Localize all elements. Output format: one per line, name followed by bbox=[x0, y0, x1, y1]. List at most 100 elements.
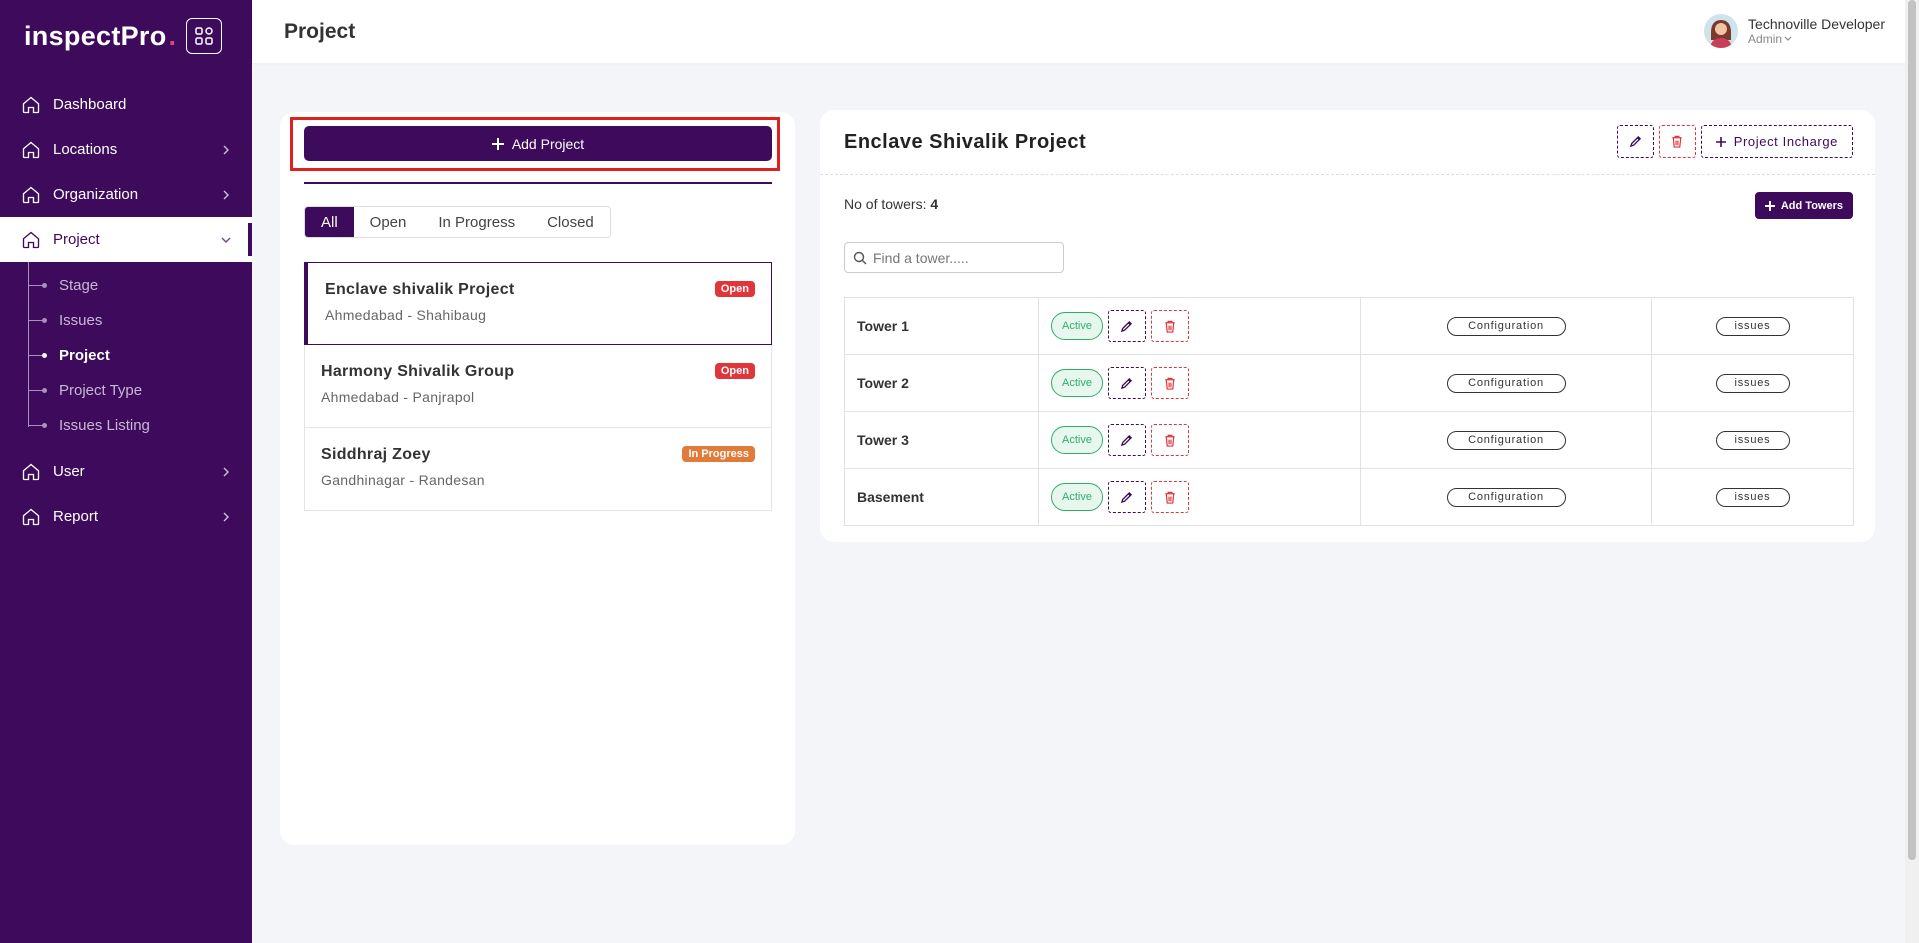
add-project-label: Add Project bbox=[511, 135, 585, 152]
delete-project-button[interactable] bbox=[1658, 125, 1696, 158]
submenu-item-stage[interactable]: Stage bbox=[0, 268, 252, 303]
configuration-button[interactable]: Configuration bbox=[1446, 317, 1566, 336]
edit-tower-button[interactable] bbox=[1107, 424, 1146, 456]
sidebar-item-dashboard[interactable]: Dashboard bbox=[0, 82, 252, 127]
towers-count-value: 4 bbox=[930, 196, 939, 212]
sidebar-item-label: Organization bbox=[53, 186, 139, 203]
tower-search-input[interactable] bbox=[873, 249, 1053, 266]
project-list-item[interactable]: Siddhraj Zoey Gandhinagar - Randesan In … bbox=[304, 428, 772, 511]
issues-cell: issues bbox=[1651, 411, 1854, 469]
edit-project-button[interactable] bbox=[1616, 125, 1654, 158]
submenu-item-issues-listing[interactable]: Issues Listing bbox=[0, 408, 252, 443]
tower-actions-cell: Active bbox=[1038, 411, 1361, 469]
filter-tab-open[interactable]: Open bbox=[353, 207, 423, 237]
sidebar-item-locations[interactable]: Locations bbox=[0, 127, 252, 172]
project-name: Siddhraj Zoey bbox=[321, 446, 431, 463]
delete-tower-button[interactable] bbox=[1150, 367, 1189, 399]
configuration-cell: Configuration bbox=[1360, 354, 1652, 412]
issues-cell: issues bbox=[1651, 468, 1854, 526]
home-icon bbox=[20, 139, 42, 161]
divider bbox=[304, 182, 772, 184]
page-title: Project bbox=[284, 19, 356, 43]
user-role: Admin bbox=[1748, 32, 1885, 46]
scrollbar-thumb[interactable] bbox=[1908, 0, 1916, 860]
home-icon bbox=[20, 506, 42, 528]
chevron-right-icon bbox=[220, 189, 232, 201]
sidebar-item-report[interactable]: Report bbox=[0, 494, 252, 539]
chevron-right-icon bbox=[220, 466, 232, 478]
user-menu[interactable]: Technoville Developer Admin bbox=[1704, 14, 1885, 48]
status-badge: Active bbox=[1051, 369, 1103, 397]
project-list-item[interactable]: Enclave shivalik Project Ahmedabad - Sha… bbox=[304, 262, 772, 345]
submenu-item-project-type[interactable]: Project Type bbox=[0, 373, 252, 408]
pencil-icon bbox=[1629, 135, 1641, 148]
status-badge: Active bbox=[1051, 426, 1103, 454]
tower-actions-cell: Active bbox=[1038, 354, 1361, 412]
tower-search bbox=[844, 242, 1064, 273]
trash-icon bbox=[1165, 491, 1175, 504]
filter-tab-all[interactable]: All bbox=[305, 207, 354, 237]
table-row: Tower 2 Active Configuration issues bbox=[844, 354, 1854, 412]
page-scrollbar[interactable] bbox=[1905, 0, 1919, 943]
edit-tower-button[interactable] bbox=[1107, 481, 1146, 513]
sidebar-item-label: User bbox=[53, 463, 85, 480]
project-detail-title: Enclave Shivalik Project bbox=[844, 130, 1087, 153]
tower-actions-cell: Active bbox=[1038, 297, 1361, 355]
bullet-dot bbox=[42, 353, 47, 358]
towers-count: No of towers: 4 bbox=[844, 196, 938, 212]
edit-tower-button[interactable] bbox=[1107, 310, 1146, 342]
project-name: Harmony Shivalik Group bbox=[321, 363, 515, 380]
home-icon bbox=[20, 461, 42, 483]
delete-tower-button[interactable] bbox=[1150, 310, 1189, 342]
chevron-right-icon bbox=[220, 144, 232, 156]
pencil-icon bbox=[1121, 434, 1133, 446]
project-list-item[interactable]: Harmony Shivalik Group Ahmedabad - Panjr… bbox=[304, 345, 772, 428]
sidebar-item-label: Dashboard bbox=[53, 96, 127, 113]
status-badge: Open bbox=[714, 281, 755, 297]
issues-button[interactable]: issues bbox=[1715, 431, 1790, 450]
sidebar-item-user[interactable]: User bbox=[0, 449, 252, 494]
project-detail-panel: Enclave Shivalik Project Project Incharg… bbox=[820, 110, 1875, 542]
issues-button[interactable]: issues bbox=[1715, 488, 1790, 507]
configuration-button[interactable]: Configuration bbox=[1446, 431, 1566, 450]
issues-button[interactable]: issues bbox=[1715, 374, 1790, 393]
trash-icon bbox=[1672, 135, 1682, 148]
sidebar-item-organization[interactable]: Organization bbox=[0, 172, 252, 217]
sidebar-item-project[interactable]: Project bbox=[0, 217, 252, 262]
apps-grid-icon[interactable] bbox=[186, 18, 223, 54]
pencil-icon bbox=[1121, 320, 1133, 332]
chevron-down-icon bbox=[1784, 36, 1792, 41]
project-list: Enclave shivalik Project Ahmedabad - Sha… bbox=[304, 262, 772, 511]
delete-tower-button[interactable] bbox=[1150, 481, 1189, 513]
sidebar: inspectPro . Dashboard Locations bbox=[0, 0, 252, 943]
add-project-button[interactable]: Add Project bbox=[304, 126, 772, 161]
tower-name: Tower 1 bbox=[844, 297, 1039, 355]
submenu-item-issues[interactable]: Issues bbox=[0, 303, 252, 338]
issues-button[interactable]: issues bbox=[1715, 317, 1790, 336]
pencil-icon bbox=[1121, 491, 1133, 503]
configuration-button[interactable]: Configuration bbox=[1446, 374, 1566, 393]
plus-icon bbox=[491, 137, 504, 150]
project-submenu: Stage Issues Project Project Type Issues… bbox=[0, 262, 252, 449]
configuration-button[interactable]: Configuration bbox=[1446, 488, 1566, 507]
sidebar-item-label: Project bbox=[53, 231, 100, 248]
filter-tab-in-progress[interactable]: In Progress bbox=[422, 207, 532, 237]
edit-tower-button[interactable] bbox=[1107, 367, 1146, 399]
submenu-item-label: Issues bbox=[59, 312, 103, 329]
submenu-item-project[interactable]: Project bbox=[0, 338, 252, 373]
project-incharge-label: Project Incharge bbox=[1733, 134, 1838, 149]
towers-count-label: No of towers: bbox=[844, 196, 927, 212]
issues-cell: issues bbox=[1651, 297, 1854, 355]
sidebar-item-label: Report bbox=[53, 508, 99, 525]
filter-tab-closed[interactable]: Closed bbox=[531, 207, 610, 237]
plus-icon bbox=[1764, 200, 1775, 211]
delete-tower-button[interactable] bbox=[1150, 424, 1189, 456]
tree-connector bbox=[28, 320, 42, 321]
add-towers-button[interactable]: Add Towers bbox=[1754, 192, 1853, 219]
status-filter-tabs: All Open In Progress Closed bbox=[304, 206, 611, 238]
table-row: Basement Active Configuration issues bbox=[844, 468, 1854, 526]
tree-connector bbox=[28, 285, 42, 286]
submenu-item-label: Project Type bbox=[59, 382, 143, 399]
home-icon bbox=[20, 184, 42, 206]
project-incharge-button[interactable]: Project Incharge bbox=[1700, 125, 1853, 158]
